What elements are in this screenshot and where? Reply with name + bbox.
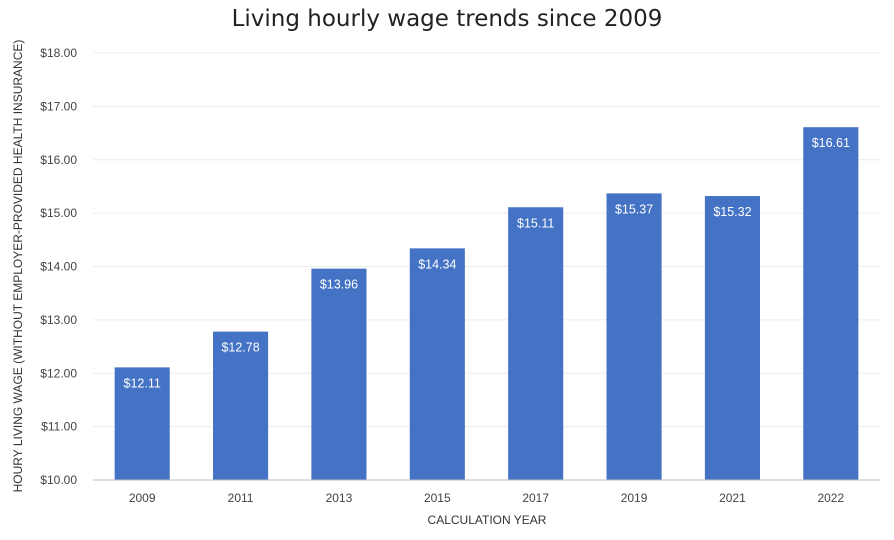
bar-2021 (704, 196, 760, 481)
bar-data-label: $15.11 (517, 216, 554, 230)
y-tick-label: $13.00 (40, 313, 77, 327)
x-tick-label: 2011 (228, 491, 254, 505)
x-tick-label: 2009 (129, 491, 156, 505)
bar-data-label: $13.96 (320, 278, 358, 292)
y-tick-label: $11.00 (41, 420, 77, 434)
x-tick-label: 2017 (522, 491, 549, 505)
bar-2009 (114, 367, 170, 480)
x-axis-label: CALCULATION YEAR (428, 513, 547, 527)
y-tick-label: $18.00 (40, 46, 77, 60)
bar-data-label: $12.78 (221, 341, 259, 355)
x-tick-label: 2022 (817, 491, 844, 505)
y-tick-label: $14.00 (40, 260, 77, 274)
y-axis-label: HOURY LIVING WAGE (WITHOUT EMPLOYER-PROV… (11, 40, 25, 493)
bar-2017 (508, 207, 564, 480)
bar-data-label: $16.61 (812, 136, 850, 150)
y-tick-label: $16.00 (40, 153, 77, 167)
x-tick-label: 2015 (424, 491, 451, 505)
bar-2015 (409, 248, 465, 480)
x-tick-label: 2021 (719, 491, 746, 505)
y-tick-label: $10.00 (40, 473, 77, 487)
chart-title: Living hourly wage trends since 2009 (231, 6, 663, 32)
bar-data-label: $12.11 (124, 376, 161, 390)
bar-2011 (213, 331, 269, 480)
bar-2013 (311, 268, 367, 480)
y-tick-label: $17.00 (40, 99, 77, 113)
y-tick-label: $15.00 (40, 206, 77, 220)
bar-data-label: $15.32 (713, 205, 751, 219)
x-tick-label: 2013 (326, 491, 353, 505)
bar-data-label: $14.34 (418, 257, 456, 271)
bar-2019 (606, 193, 662, 480)
x-tick-label: 2019 (621, 491, 648, 505)
bar-data-label: $15.37 (615, 202, 653, 216)
y-tick-label: $12.00 (40, 366, 77, 380)
bar-2022 (803, 127, 859, 480)
